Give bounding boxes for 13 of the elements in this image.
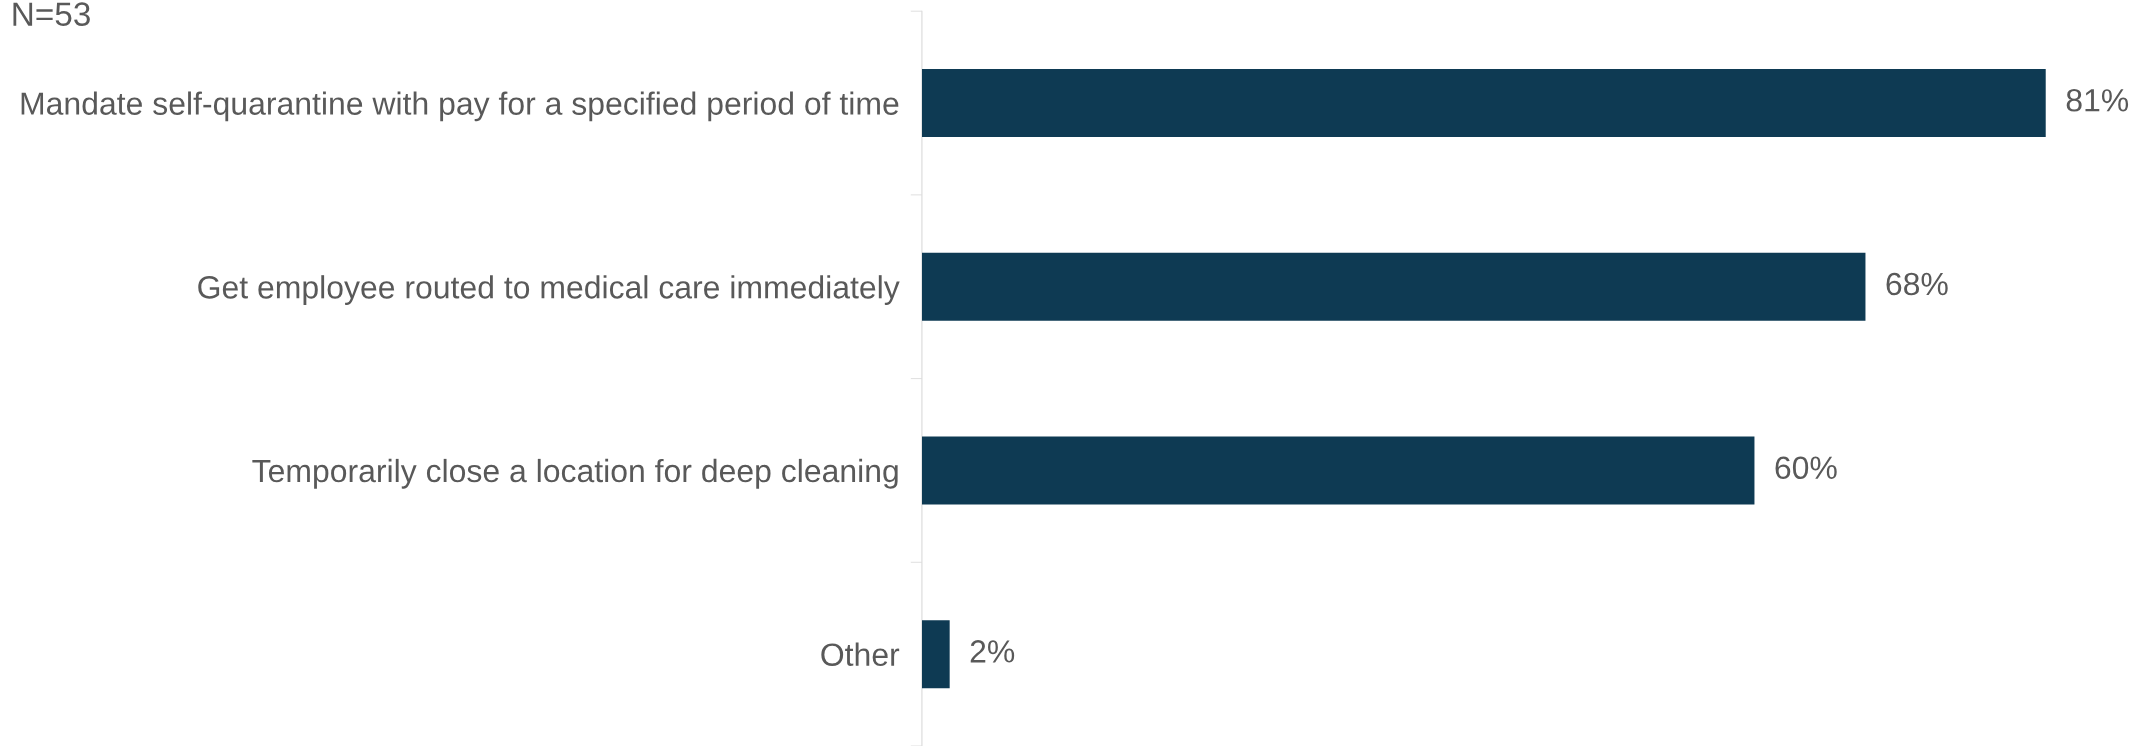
- data-label: 2%: [970, 640, 1015, 663]
- bar: [921, 252, 1866, 321]
- y-tick-label: Get employee routed to medical care immediately: [198, 275, 900, 305]
- y-tick-label: Temporarily close a location for deep cleaning: [252, 458, 898, 489]
- bar: [921, 620, 950, 689]
- data-label: 68%: [1886, 272, 1948, 296]
- bar: [921, 436, 1755, 505]
- y-tick-label: Mandate self-quarantine with pay for a specified period of time: [21, 91, 899, 122]
- y-tick-label: Other: [821, 642, 900, 667]
- text: N=53: [13, 2, 90, 26]
- bar: [921, 69, 2046, 138]
- data-label: 60%: [1775, 456, 1837, 480]
- data-label: 81%: [2066, 89, 2129, 112]
